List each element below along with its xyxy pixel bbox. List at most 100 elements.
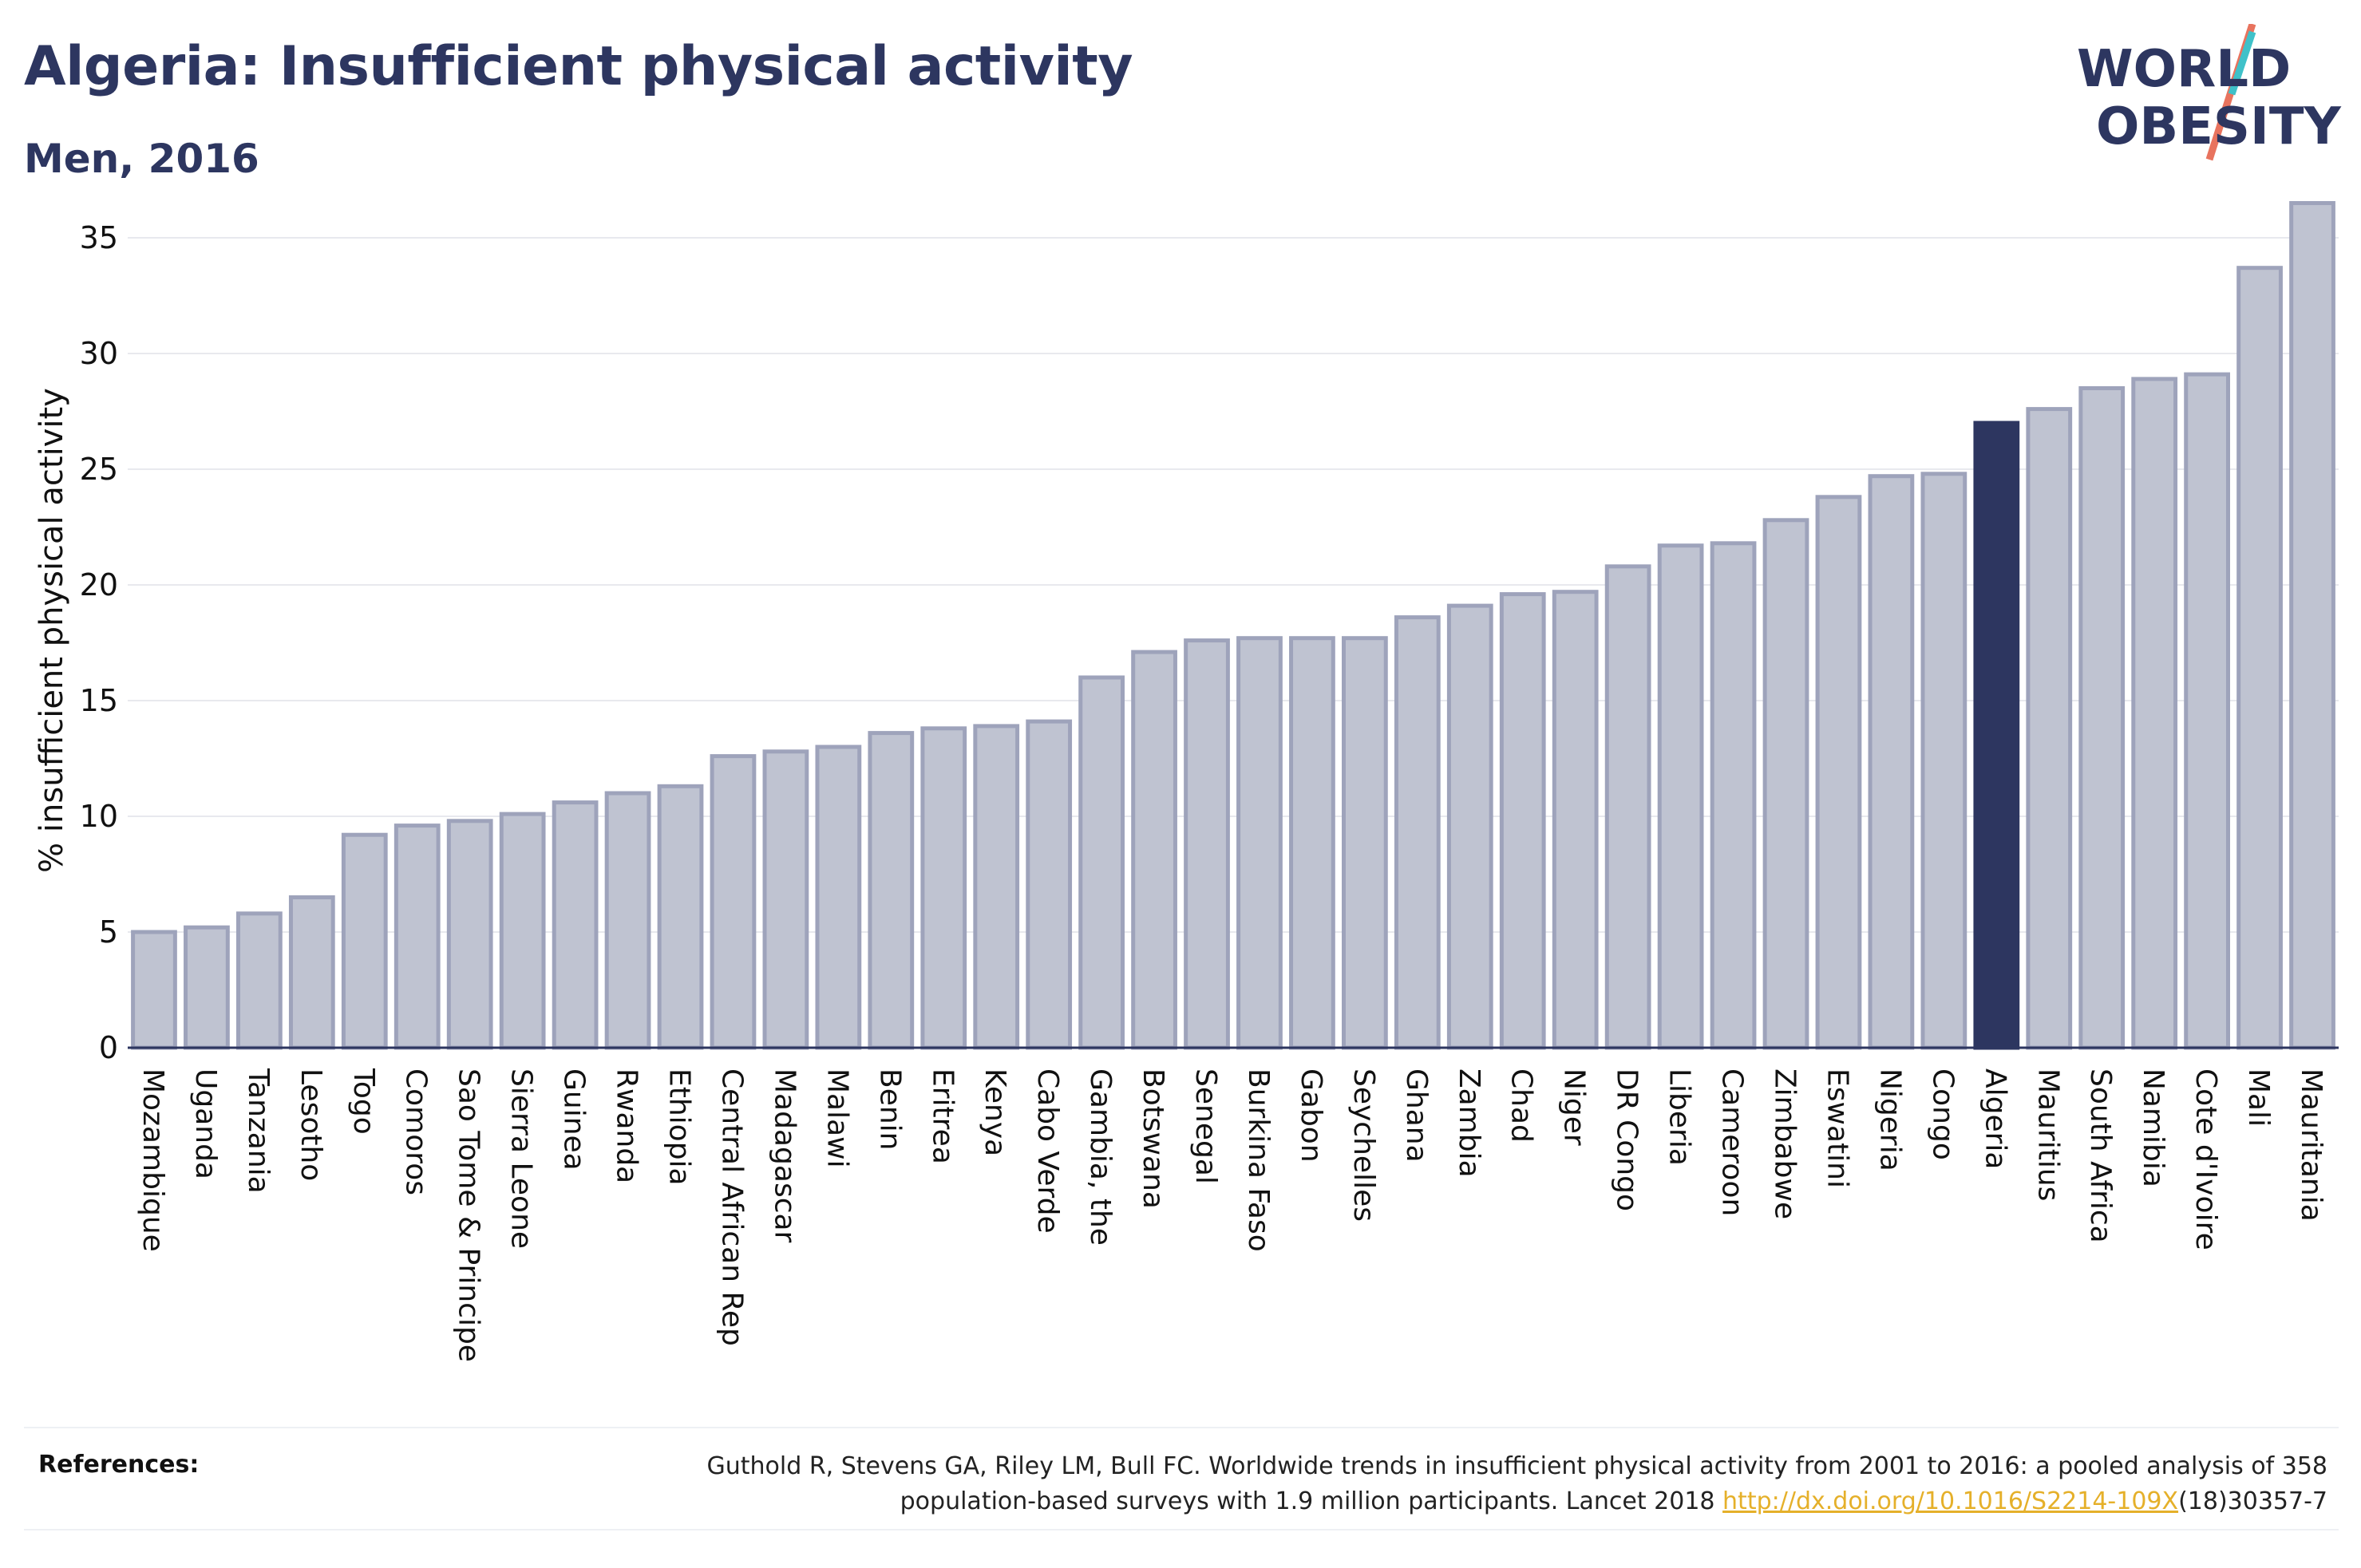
bar-eswatini [1815,495,1862,1050]
y-axis: 0 5 10 15 20 25 30 35 [80,220,118,1065]
x-tick-label: Seychelles [1347,1068,1380,1222]
x-tick-label: Central African Rep [715,1068,748,1346]
bar-burkina-faso [1236,636,1283,1050]
x-tick-label: Eritrea [926,1068,959,1164]
bar-senegal [1184,638,1230,1050]
chart-subtitle: Men, 2016 [24,136,259,182]
y-tick-label: 20 [80,567,118,602]
bar-lesotho [288,895,335,1050]
y-tick-label: 10 [80,799,118,834]
bar-chart: 0 5 10 15 20 25 30 35 Mozambique Uganda Tanzania L… [34,201,2339,1362]
y-tick-label: 0 [99,1030,118,1065]
bar-south-africa [2078,386,2126,1050]
x-tick-label: Comoros [400,1068,433,1195]
x-tick-label: Cameroon [1716,1068,1749,1216]
reference-line1: Guthold R, Stevens GA, Riley LM, Bull FC… [706,1452,2327,1480]
bar-ethiopia [657,784,704,1050]
logo-line2: OBESITY [2096,97,2341,156]
x-tick-label: Ghana [1400,1068,1433,1163]
x-axis: Mozambique Uganda Tanzania Lesotho Togo Comor… [128,1046,2339,1362]
x-tick-label: Zimbabwe [1769,1068,1801,1219]
x-tick-label: Chad [1505,1068,1538,1143]
x-tick-label: Nigeria [1873,1068,1906,1171]
y-tick-label: 15 [80,683,118,718]
x-tick-label: Uganda [189,1068,222,1179]
bar-uganda [184,925,230,1050]
x-tick-label: Sao Tome & Principe [453,1068,485,1362]
x-tick-label: Algeria [1979,1068,2011,1170]
bar-namibia [2131,377,2178,1050]
bar-central-african-rep [710,754,757,1050]
bar-mauritania [2289,201,2335,1050]
y-tick-label: 30 [80,336,118,371]
bar-congo [1920,472,1968,1050]
bar-dr-congo [1604,564,1651,1050]
y-tick-label: 35 [80,220,118,255]
x-tick-label: Congo [1926,1068,1959,1160]
bar-togo [341,832,388,1050]
x-tick-label: Madagascar [768,1068,801,1243]
x-tick-label: Burkina Faso [1242,1068,1275,1252]
bar-rwanda [604,791,651,1050]
world-obesity-logo: WORLD OBESITY [2077,24,2341,161]
bar-seychelles [1342,636,1388,1050]
references-text: Guthold R, Stevens GA, Riley LM, Bull FC… [571,1449,2327,1519]
bar-sao-tome-principe [446,819,493,1050]
bar-kenya [973,724,1020,1050]
bar-liberia [1657,543,1704,1050]
bar-ghana [1394,615,1441,1050]
bar-cameroon [1710,541,1757,1050]
bar-nigeria [1868,474,1915,1050]
bar-malawi [815,745,862,1050]
bar-sierra-leone [499,812,546,1050]
y-tick-label: 25 [80,452,118,487]
x-tick-label: Ethiopia [663,1068,696,1186]
x-tick-label: Mauritania [2295,1068,2327,1222]
x-tick-label: Tanzania [242,1068,275,1194]
bar-cote-d-ivoire [2184,372,2230,1050]
bar-comoros [394,823,441,1050]
x-tick-label: Rwanda [611,1068,643,1183]
x-tick-label: Cabo Verde [1031,1068,1064,1234]
x-tick-label: Eswatini [1821,1068,1853,1188]
bar-chad [1499,592,1546,1050]
x-tick-label: Benin [873,1068,906,1150]
x-tick-label: Sierra Leone [505,1068,538,1249]
bar-mauritius [2026,407,2073,1050]
bar-tanzania [236,911,283,1050]
x-tick-label: Senegal [1189,1068,1222,1184]
reference-doi-link[interactable]: http://dx.doi.org/10.1016/S2214-109X [1722,1487,2179,1515]
bar-zimbabwe [1762,518,1809,1050]
reference-line2-suffix: (18)30357-7 [2178,1487,2327,1515]
x-tick-label: Mauritius [2031,1068,2064,1201]
bar-mozambique [131,930,177,1050]
bar-botswana [1131,650,1177,1050]
bar-gambia-the [1078,675,1125,1050]
y-tick-label: 5 [99,914,118,950]
bar-eritrea [920,726,967,1050]
bar-gabon [1289,636,1335,1050]
x-tick-label: South Africa [2084,1068,2117,1243]
y-axis-label: % insufficient physical activity [34,388,70,873]
bar-cabo-verde [1026,719,1073,1050]
references-footer: References: Guthold R, Stevens GA, Riley… [24,1427,2339,1530]
bar-algeria [1973,421,2020,1050]
x-tick-label: Mozambique [136,1068,169,1252]
bar-niger [1552,590,1599,1050]
chart-title: Algeria: Insufficient physical activity [24,35,1133,98]
x-tick-label: Gabon [1295,1068,1327,1163]
bar-guinea [552,800,599,1050]
x-tick-label: Liberia [1663,1068,1696,1166]
bar-zambia [1446,603,1493,1050]
x-tick-label: Guinea [558,1068,591,1171]
x-tick-label: Niger [1558,1068,1591,1146]
x-tick-label: Botswana [1137,1068,1169,1209]
bar-benin [868,731,915,1050]
x-tick-label: Namibia [2137,1068,2169,1187]
x-tick-label: Kenya [979,1068,1011,1156]
x-tick-label: DR Congo [1611,1068,1643,1211]
logo-line1: WORLD [2077,40,2291,99]
bar-madagascar [762,749,809,1050]
x-tick-label: Cote d'Ivoire [2189,1068,2222,1250]
x-tick-label: Zambia [1453,1068,1485,1178]
